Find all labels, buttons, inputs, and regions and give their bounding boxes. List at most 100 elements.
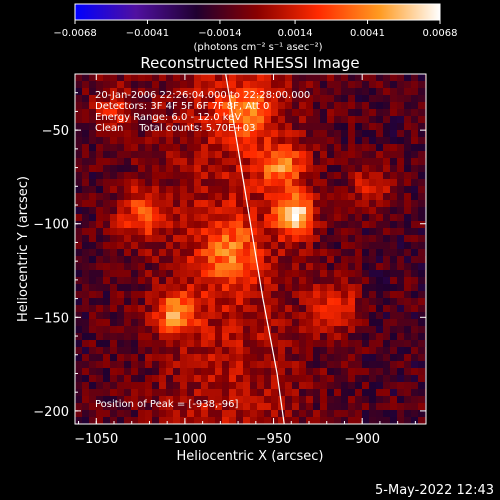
- heatmap-cell: [75, 186, 83, 194]
- heatmap-cell: [215, 347, 223, 355]
- heatmap-cell: [117, 95, 125, 103]
- heatmap-cell: [376, 172, 384, 180]
- heatmap-cell: [131, 403, 139, 411]
- colorbar-ticks: −0.0068 −0.0041 −0.0014 0.0014 0.0041 0.0068: [53, 20, 458, 39]
- heatmap-cell: [75, 130, 83, 138]
- heatmap-cell: [271, 382, 279, 390]
- heatmap-cell: [145, 200, 153, 208]
- heatmap-cell: [103, 305, 111, 313]
- heatmap-cell: [313, 396, 321, 404]
- heatmap-cell: [306, 81, 314, 89]
- heatmap-cell: [397, 256, 405, 264]
- heatmap-cell: [236, 291, 244, 299]
- heatmap-cell: [194, 88, 202, 96]
- heatmap-cell: [292, 95, 300, 103]
- heatmap-cell: [327, 291, 335, 299]
- heatmap-cell: [341, 368, 349, 376]
- heatmap-cell: [313, 228, 321, 236]
- heatmap-cell: [271, 221, 279, 229]
- heatmap-cell: [306, 88, 314, 96]
- heatmap-cell: [376, 242, 384, 250]
- heatmap-cell: [110, 144, 118, 152]
- heatmap-cell: [313, 340, 321, 348]
- heatmap-cell: [411, 298, 419, 306]
- heatmap-cell: [320, 165, 328, 173]
- heatmap-cell: [194, 116, 202, 124]
- heatmap-cell: [180, 256, 188, 264]
- heatmap-cell: [222, 81, 230, 89]
- heatmap-cell: [362, 95, 370, 103]
- heatmap-cell: [229, 417, 237, 424]
- heatmap-cell: [334, 354, 342, 362]
- heatmap-cell: [306, 417, 314, 424]
- heatmap-cell: [383, 340, 391, 348]
- heatmap-cell: [201, 403, 209, 411]
- heatmap-cell: [292, 256, 300, 264]
- heatmap-cell: [411, 116, 419, 124]
- heatmap-cell: [362, 186, 370, 194]
- heatmap-cell: [222, 228, 230, 236]
- heatmap-cell: [292, 172, 300, 180]
- heatmap-cell: [117, 291, 125, 299]
- heatmap-cell: [257, 151, 265, 159]
- heatmap-cell: [369, 221, 377, 229]
- heatmap-cell: [271, 200, 279, 208]
- heatmap-cell: [369, 144, 377, 152]
- heatmap-cell: [341, 88, 349, 96]
- heatmap-cell: [327, 214, 335, 222]
- heatmap-cell: [75, 193, 83, 201]
- heatmap-cell: [89, 298, 97, 306]
- heatmap-cell: [250, 74, 258, 82]
- heatmap-cell: [138, 116, 146, 124]
- heatmap-cell: [222, 396, 230, 404]
- heatmap-cell: [117, 228, 125, 236]
- heatmap-cell: [250, 130, 258, 138]
- heatmap-cell: [313, 109, 321, 117]
- heatmap-cell: [250, 361, 258, 369]
- heatmap-cell: [75, 179, 83, 187]
- heatmap-cell: [117, 151, 125, 159]
- heatmap-cell: [306, 305, 314, 313]
- heatmap-cell: [369, 256, 377, 264]
- heatmap-cell: [320, 249, 328, 257]
- heatmap-cell: [243, 361, 251, 369]
- heatmap-cell: [89, 130, 97, 138]
- heatmap-cell: [159, 116, 167, 124]
- heatmap-cell: [201, 263, 209, 271]
- heatmap-cell: [313, 256, 321, 264]
- heatmap-cell: [257, 249, 265, 257]
- heatmap-cell: [103, 200, 111, 208]
- heatmap-cell: [96, 389, 104, 397]
- heatmap-cell: [327, 200, 335, 208]
- heatmap-cell: [75, 319, 83, 327]
- heatmap-cell: [285, 263, 293, 271]
- heatmap-cell: [215, 305, 223, 313]
- heatmap-cell: [362, 74, 370, 82]
- heatmap-cell: [320, 298, 328, 306]
- heatmap-cell: [334, 417, 342, 424]
- heatmap-cell: [208, 221, 216, 229]
- heatmap-cell: [334, 144, 342, 152]
- heatmap-cell: [348, 116, 356, 124]
- heatmap-cell: [327, 347, 335, 355]
- heatmap-cell: [187, 151, 195, 159]
- heatmap-cell: [257, 326, 265, 334]
- heatmap-cell: [320, 179, 328, 187]
- heatmap-cell: [278, 389, 286, 397]
- heatmap-cell: [341, 410, 349, 418]
- heatmap-cell: [187, 242, 195, 250]
- heatmap-cell: [222, 361, 230, 369]
- heatmap-cell: [299, 95, 307, 103]
- heatmap-cell: [390, 270, 398, 278]
- heatmap-cell: [110, 207, 118, 215]
- heatmap-cell: [362, 249, 370, 257]
- heatmap-cell: [264, 361, 272, 369]
- heatmap-cell: [96, 214, 104, 222]
- heatmap-cell: [362, 298, 370, 306]
- heatmap-cell: [404, 305, 412, 313]
- heatmap-cell: [362, 116, 370, 124]
- heatmap-cell: [278, 137, 286, 145]
- heatmap-cell: [138, 193, 146, 201]
- heatmap-cell: [257, 403, 265, 411]
- heatmap-cell: [208, 102, 216, 110]
